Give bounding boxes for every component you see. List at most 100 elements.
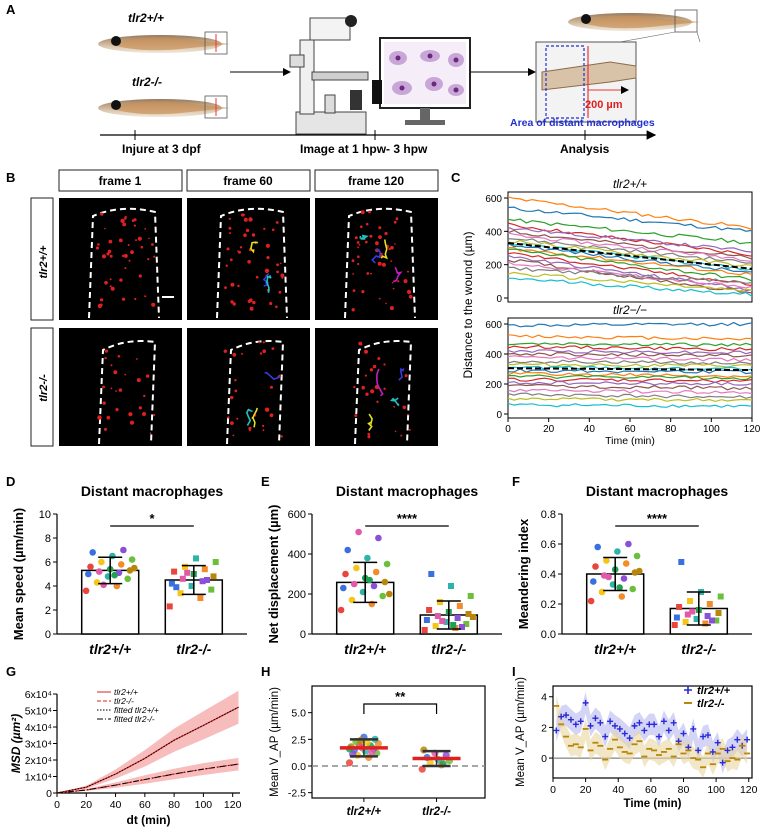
macrophage-dot	[100, 212, 104, 216]
macrophage-dot	[115, 408, 119, 412]
macrophage-dot	[357, 262, 360, 266]
macrophage-dot	[360, 210, 365, 215]
macrophage-dot	[364, 349, 368, 354]
macrophage-dot	[118, 238, 123, 243]
y-tick-label: 2	[45, 605, 51, 617]
data-point	[594, 543, 601, 551]
macrophage-dot	[258, 341, 261, 344]
y-tick-label: 6	[45, 557, 51, 569]
trajectory-line	[507, 232, 753, 262]
data-point	[350, 580, 358, 588]
data-marker	[631, 722, 638, 729]
legend-label: fitted tlr2-/-	[114, 714, 155, 724]
macrophage-dot	[138, 274, 142, 278]
x-tick-label: 100	[703, 424, 720, 435]
macrophage-dot	[383, 363, 386, 366]
data-point	[100, 581, 107, 589]
macrophage-dot	[153, 413, 156, 417]
macrophage-dot	[402, 405, 407, 410]
chart-title: Distant macrophages	[81, 483, 224, 499]
y-tick-label: 400	[485, 227, 502, 238]
zebrafish-larva-wt	[98, 31, 230, 55]
macrophage-dot	[142, 412, 146, 416]
data-point	[463, 621, 470, 627]
macrophage-dot	[151, 302, 156, 307]
data-point	[715, 610, 722, 616]
macrophage-dot	[360, 225, 363, 228]
macrophage-dot	[151, 243, 154, 246]
macrophage-dot	[110, 286, 115, 291]
data-marker	[636, 719, 643, 726]
macrophage-dot	[381, 262, 386, 267]
frame-1-header: frame 1	[99, 174, 142, 188]
macrophage-dot	[97, 415, 102, 420]
macrophage-track	[393, 266, 403, 283]
frame-60-header: frame 60	[223, 174, 273, 188]
data-point	[208, 586, 215, 593]
macrophage-dot	[279, 262, 282, 265]
macrophage-dot	[149, 432, 152, 435]
macrophage-dot	[227, 416, 230, 419]
chart-title: Distant macrophages	[336, 483, 479, 499]
data-point	[592, 563, 599, 570]
macrophage-dot	[241, 352, 243, 355]
macrophage-dot	[372, 364, 377, 369]
data-point	[432, 623, 439, 629]
macrophage-dot	[353, 385, 356, 389]
x-tick-label: 100	[195, 799, 213, 811]
y-tick-label: 200	[288, 589, 306, 601]
y-tick-label: 2x10⁴	[25, 755, 52, 767]
data-point	[379, 592, 387, 600]
trajectory-line	[507, 388, 753, 395]
y-tick-label: 0.0	[291, 761, 306, 773]
trajectory-line	[507, 397, 753, 403]
trajectory-line	[507, 402, 753, 408]
data-point	[340, 584, 347, 592]
macrophage-dot	[262, 349, 267, 354]
macrophage-dot	[128, 412, 133, 417]
macrophage-dot	[104, 227, 106, 230]
macrophage-dot	[262, 341, 265, 344]
analysis-larva-icon	[568, 9, 700, 33]
data-marker	[709, 748, 716, 755]
macrophage-dot	[135, 239, 137, 242]
macrophage-dot	[388, 247, 391, 251]
data-marker	[695, 747, 702, 754]
data-point	[439, 618, 446, 624]
macrophage-dot	[255, 275, 259, 279]
x-tick-label: 20	[580, 784, 592, 796]
tissue-outline	[88, 207, 160, 319]
macrophage-dot	[119, 278, 123, 282]
data-marker	[607, 718, 614, 725]
data-marker	[641, 727, 648, 734]
data-point	[117, 561, 125, 568]
legend-label: fitted tlr2+/+	[114, 705, 159, 715]
y-tick-label: 0.6	[541, 539, 556, 551]
macrophage-dot	[130, 250, 134, 255]
trajectory-line	[508, 277, 753, 297]
row-wt-label: tlr2+/+	[38, 245, 50, 279]
x-tick-label: 60	[139, 799, 151, 811]
macrophage-dot	[234, 389, 238, 393]
trajectory-line	[507, 374, 753, 381]
macrophage-dot	[237, 250, 239, 252]
fitted-line	[56, 706, 239, 794]
trajectory-line	[507, 222, 753, 257]
macrophage-dot	[369, 368, 374, 372]
data-point	[456, 603, 463, 609]
macrophage-dot	[251, 233, 256, 237]
data-point	[353, 564, 360, 572]
x-tick-label: 20	[80, 799, 92, 811]
tissue-outline	[354, 340, 413, 445]
macrophage-dot	[276, 263, 279, 267]
macrophage-dot	[357, 255, 360, 258]
macrophage-dot	[228, 217, 231, 220]
data-point	[671, 622, 678, 628]
macrophage-dot	[271, 228, 275, 232]
x-category-label: tlr2-/-	[431, 641, 466, 657]
macrophage-dot	[102, 401, 106, 405]
trajectory-line	[507, 334, 753, 341]
macrophage-dot	[225, 264, 228, 267]
row-ko-label: tlr2-/-	[38, 374, 50, 402]
x-tick-label: 120	[740, 784, 758, 796]
